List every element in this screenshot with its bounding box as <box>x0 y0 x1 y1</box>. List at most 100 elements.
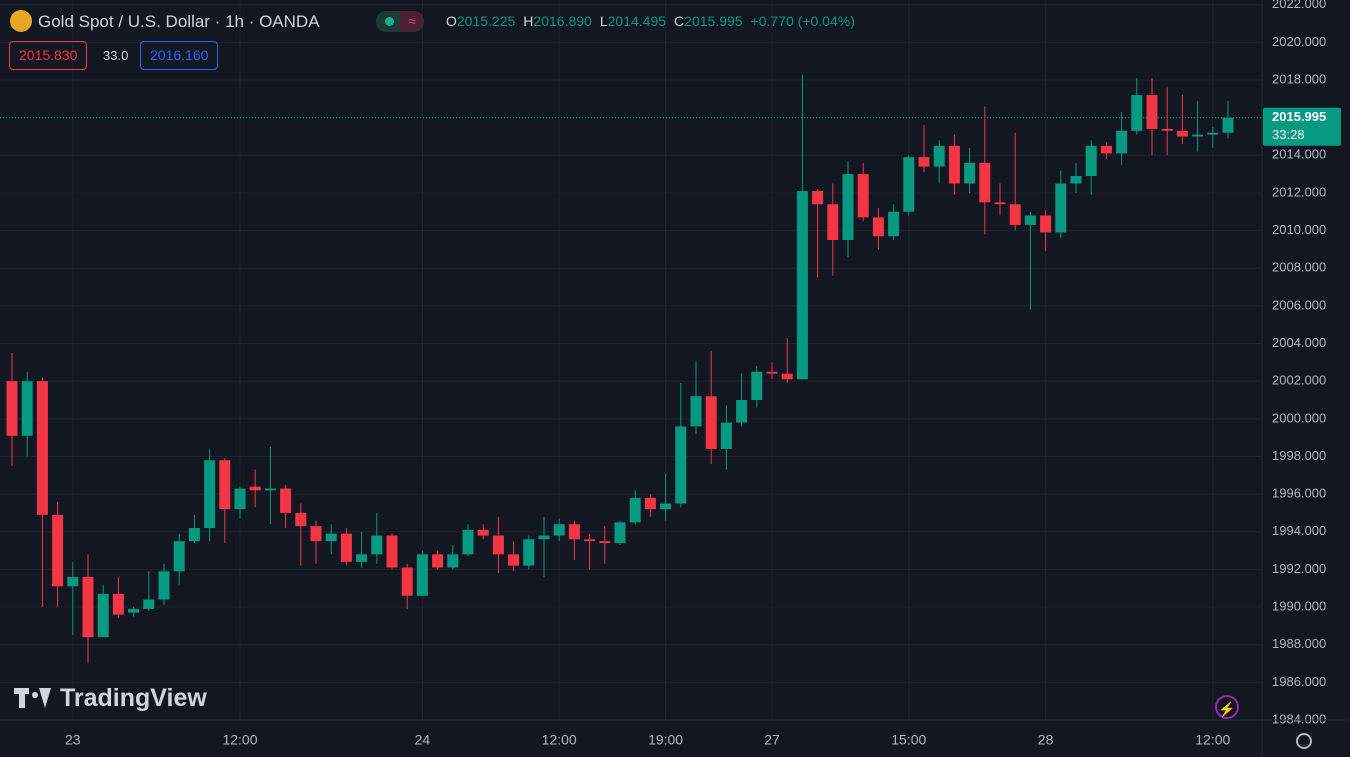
candle-body <box>1040 215 1052 233</box>
candle-body <box>1146 95 1158 129</box>
sell-button[interactable]: 2015.830 <box>9 41 88 70</box>
countdown: 33:28 <box>1272 127 1305 142</box>
candle-body <box>295 512 307 527</box>
candle-body <box>1116 130 1128 154</box>
candle-body <box>599 541 611 544</box>
y-tick-label: 2010.000 <box>1272 222 1326 237</box>
candle-body <box>812 191 824 205</box>
last-price-tag <box>1263 107 1341 146</box>
candle-body <box>903 157 915 212</box>
candle-body <box>584 539 596 542</box>
candle-body <box>994 202 1006 205</box>
candle-body <box>52 514 64 587</box>
candle-body <box>857 174 869 218</box>
candle-body <box>979 162 991 203</box>
candle-body <box>1009 204 1021 225</box>
y-tick-label: 1984.000 <box>1272 711 1326 726</box>
candle-body <box>690 396 702 427</box>
candle-body <box>553 524 565 536</box>
x-tick-label: 12:00 <box>542 732 577 748</box>
symbol-title[interactable]: Gold Spot / U.S. Dollar · 1h · OANDA <box>38 12 320 31</box>
candle-body <box>1131 95 1143 131</box>
y-tick-label: 1998.000 <box>1272 448 1326 463</box>
replay-icon[interactable]: ⚡ <box>1215 695 1239 719</box>
candle-body <box>188 528 200 542</box>
candle-body <box>1222 117 1234 133</box>
candle-body <box>173 541 185 572</box>
candle-body <box>766 371 778 374</box>
candle-body <box>112 593 124 615</box>
candle-body <box>1100 145 1112 154</box>
y-tick-label: 1996.000 <box>1272 486 1326 501</box>
candle-body <box>933 145 945 167</box>
x-tick-label: 15:00 <box>891 732 926 748</box>
candle-body <box>736 400 748 423</box>
candle-body <box>918 157 930 167</box>
candle-body <box>386 535 398 568</box>
x-tick-label: 19:00 <box>648 732 683 748</box>
ohlc-value: 2015.225 <box>456 13 516 29</box>
ohlc-value: 2015.995 <box>684 13 743 29</box>
x-tick-label: 28 <box>1038 732 1054 748</box>
candle-body <box>21 381 33 436</box>
y-tick-label: 2002.000 <box>1272 373 1326 388</box>
candle-body <box>827 204 839 240</box>
candle-body <box>356 554 368 562</box>
ohlc-key: O <box>446 13 457 29</box>
candle-body <box>158 571 170 600</box>
y-tick-label: 1990.000 <box>1272 598 1326 613</box>
last-price-label: 2015.995 <box>1272 109 1326 124</box>
change: +0.770 (+0.04%) <box>750 13 855 29</box>
candle-body <box>325 533 337 542</box>
symbol-icon[interactable] <box>10 10 32 32</box>
settings-icon[interactable] <box>1296 733 1312 749</box>
y-tick-label: 2020.000 <box>1272 34 1326 49</box>
candle-body <box>568 524 580 540</box>
candle-body <box>751 371 763 400</box>
candle-body <box>508 554 520 566</box>
ohlc-key: C <box>674 13 685 29</box>
candle-body <box>1024 215 1036 225</box>
y-tick-label: 2012.000 <box>1272 184 1326 199</box>
candle-body <box>447 554 459 568</box>
watermark-logo <box>14 688 52 708</box>
x-tick-label: 24 <box>415 732 431 748</box>
y-tick-label: 2014.000 <box>1272 147 1326 162</box>
candle-body <box>781 373 793 380</box>
status-badge[interactable]: ≈ <box>376 11 424 32</box>
candle-body <box>705 396 717 449</box>
ohlc-key: H <box>523 13 534 29</box>
candle-body <box>371 535 383 555</box>
candle-body <box>842 174 854 240</box>
y-tick-label: 2018.000 <box>1272 71 1326 86</box>
candle-body <box>82 576 94 638</box>
candle-body <box>416 554 428 596</box>
ohlc-readout: O2015.225 H2016.890 L2014.495 C2015.995 +0.7… <box>446 13 863 29</box>
candle-body <box>432 554 444 568</box>
x-tick-label: 12:00 <box>222 732 257 748</box>
candle-body <box>477 529 489 536</box>
candle-body <box>204 460 216 528</box>
spread: 33.0 <box>103 48 129 63</box>
candle-body <box>720 422 732 449</box>
buy-button[interactable]: 2016.160 <box>140 41 219 70</box>
candle-body <box>97 593 109 638</box>
candle-body <box>67 576 79 587</box>
y-tick-label: 1994.000 <box>1272 523 1326 538</box>
candle-body <box>964 162 976 184</box>
candle-body <box>492 535 504 555</box>
candle-body <box>143 599 155 609</box>
y-tick-label: 2004.000 <box>1272 335 1326 350</box>
y-tick-label: 1988.000 <box>1272 636 1326 651</box>
candle-body <box>523 539 535 566</box>
watermark: TradingView <box>60 684 207 712</box>
candle-body <box>675 426 687 504</box>
candle-body <box>128 608 140 613</box>
y-tick-label: 2006.000 <box>1272 297 1326 312</box>
candle-body <box>1161 128 1173 131</box>
candle-body <box>234 488 246 510</box>
candle-body <box>644 497 656 510</box>
y-tick-label: 2008.000 <box>1272 260 1326 275</box>
